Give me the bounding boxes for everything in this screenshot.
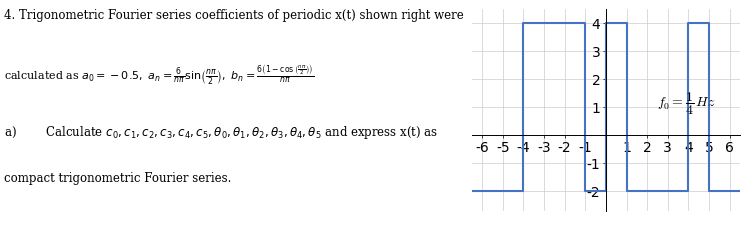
Text: compact trigonometric Fourier series.: compact trigonometric Fourier series. — [4, 172, 231, 185]
Text: calculated as $a_0 = -0.5,\ a_n = \frac{6}{n\pi}\sin\!\left(\frac{n\pi}{2}\right: calculated as $a_0 = -0.5,\ a_n = \frac{… — [4, 64, 314, 87]
Text: $f_0 = \dfrac{1}{4}\,Hz$: $f_0 = \dfrac{1}{4}\,Hz$ — [658, 91, 716, 117]
Text: 4. Trigonometric Fourier series coefficients of periodic x(t) shown right were: 4. Trigonometric Fourier series coeffici… — [4, 9, 464, 22]
Text: a)        Calculate $c_0, c_1, c_2, c_3, c_4, c_5, \theta_0, \theta_1, \theta_2,: a) Calculate $c_0, c_1, c_2, c_3, c_4, c… — [4, 124, 438, 141]
